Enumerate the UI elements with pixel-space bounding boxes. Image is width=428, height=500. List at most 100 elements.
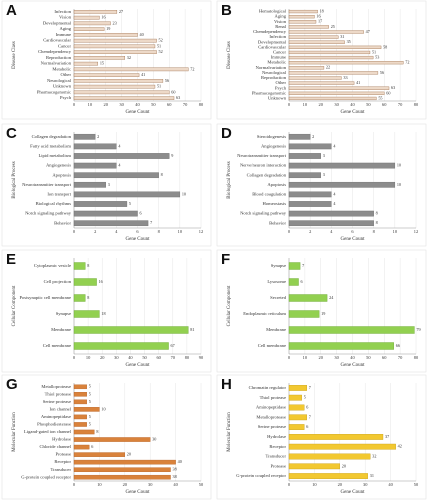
bar bbox=[73, 73, 140, 77]
data-label: 2 bbox=[97, 134, 99, 139]
data-label: 5 bbox=[89, 399, 91, 404]
panel-letter: G bbox=[6, 376, 18, 393]
y-tick-label: Normalvariation bbox=[256, 65, 287, 70]
bar bbox=[288, 20, 317, 24]
bar bbox=[288, 414, 307, 421]
data-label: 72 bbox=[405, 60, 409, 65]
y-axis-label: Biological Process bbox=[227, 161, 232, 198]
data-label: 4 bbox=[333, 191, 336, 196]
bar bbox=[73, 437, 151, 442]
bar bbox=[288, 153, 321, 159]
x-tick-label: 50 bbox=[414, 482, 419, 487]
bar bbox=[288, 9, 318, 14]
data-label: 3 bbox=[108, 182, 110, 187]
y-tick-label: Collagen degradation bbox=[32, 134, 72, 139]
data-label: 55 bbox=[378, 95, 382, 100]
bar bbox=[288, 443, 396, 450]
data-label: 79 bbox=[416, 327, 420, 332]
bar bbox=[288, 133, 311, 140]
y-tick-label: Reproduction bbox=[46, 55, 72, 60]
y-axis-label: Biological Process bbox=[12, 161, 17, 198]
data-label: 63 bbox=[391, 85, 395, 90]
bar bbox=[73, 38, 157, 43]
y-tick-label: Vision bbox=[59, 15, 72, 20]
data-label: 4 bbox=[118, 163, 121, 168]
bar bbox=[73, 50, 157, 54]
data-label: 20 bbox=[342, 463, 346, 468]
bar bbox=[288, 463, 340, 470]
x-tick-label: 50 bbox=[366, 102, 371, 107]
x-axis-label: Gene Count bbox=[340, 110, 365, 115]
bar bbox=[73, 172, 159, 179]
bar bbox=[288, 25, 329, 29]
bar bbox=[73, 10, 118, 14]
y-tick-label: Aminopeptidase bbox=[41, 414, 71, 419]
y-tick-label: Lipid metabolism bbox=[38, 153, 71, 158]
bar bbox=[288, 473, 368, 479]
data-label: 8 bbox=[87, 263, 89, 268]
data-label: 10 bbox=[101, 406, 105, 411]
x-tick-label: 80 bbox=[199, 102, 204, 107]
bar bbox=[288, 181, 396, 188]
data-label: 56 bbox=[380, 70, 384, 75]
x-tick-label: 10 bbox=[393, 229, 398, 234]
y-axis-label: Disease Class bbox=[227, 41, 232, 69]
bar bbox=[288, 424, 305, 430]
data-label: 8 bbox=[96, 429, 98, 434]
bar bbox=[73, 414, 87, 420]
x-tick-label: 10 bbox=[178, 229, 183, 234]
y-tick-label: Apoptosis bbox=[267, 182, 286, 187]
data-label: 18 bbox=[101, 311, 105, 316]
bar bbox=[288, 342, 394, 350]
y-tick-label: Cytoplasmic vesicle bbox=[34, 263, 71, 268]
panel-letter: F bbox=[221, 251, 230, 268]
y-axis-label: Cellular Component bbox=[227, 285, 232, 326]
bar bbox=[73, 262, 86, 270]
y-tick-label: Angiogenesis bbox=[46, 163, 71, 168]
x-tick-label: 2 bbox=[94, 229, 96, 234]
x-tick-label: 10 bbox=[86, 355, 91, 360]
data-label: 5 bbox=[89, 421, 91, 426]
data-label: 47 bbox=[366, 29, 370, 34]
data-label: 17 bbox=[318, 19, 322, 24]
data-label: 16 bbox=[316, 14, 320, 19]
y-tick-label: Pharmacogenomic bbox=[252, 90, 286, 95]
y-tick-label: Unknown bbox=[268, 96, 287, 101]
data-label: 56 bbox=[165, 78, 169, 83]
bar bbox=[288, 86, 390, 90]
bar bbox=[288, 30, 364, 34]
x-tick-label: 40 bbox=[135, 102, 140, 107]
x-tick-label: 50 bbox=[151, 102, 156, 107]
data-label: 10 bbox=[397, 182, 401, 187]
panel-frame bbox=[1, 0, 212, 120]
data-label: 3 bbox=[323, 153, 325, 158]
x-tick-label: 80 bbox=[414, 355, 419, 360]
data-label: 38 bbox=[173, 474, 177, 479]
data-label: 19 bbox=[321, 311, 325, 316]
bar bbox=[73, 181, 106, 188]
panel-frame bbox=[1, 374, 212, 500]
data-label: 27 bbox=[119, 9, 123, 14]
y-tick-label: Metalloprotease bbox=[41, 384, 71, 389]
bar bbox=[73, 56, 125, 60]
x-tick-label: 80 bbox=[185, 355, 190, 360]
y-tick-label: Membrane bbox=[51, 327, 71, 332]
bar bbox=[288, 143, 332, 150]
y-tick-label: Aminopeptidase bbox=[256, 405, 286, 410]
bar bbox=[73, 133, 96, 140]
y-tick-label: Receptor bbox=[54, 459, 71, 464]
y-tick-label: Behavior bbox=[54, 220, 71, 225]
x-tick-label: 8 bbox=[373, 229, 376, 234]
bar bbox=[288, 191, 332, 198]
y-tick-label: Infection bbox=[54, 9, 71, 14]
data-label: 22 bbox=[326, 65, 330, 70]
y-tick-label: Other bbox=[61, 72, 72, 77]
bar bbox=[73, 278, 97, 286]
bar bbox=[73, 342, 169, 350]
bar bbox=[73, 294, 86, 302]
data-label: 32 bbox=[372, 453, 376, 458]
x-tick-label: 0 bbox=[288, 102, 291, 107]
x-tick-label: 70 bbox=[398, 355, 403, 360]
data-label: 2 bbox=[312, 134, 314, 139]
data-label: 5 bbox=[129, 201, 131, 206]
